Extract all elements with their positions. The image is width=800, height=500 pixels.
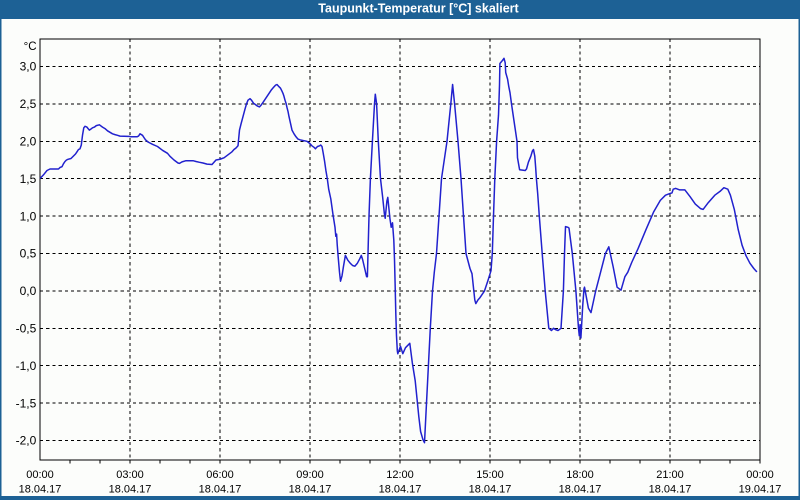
svg-text:03:00: 03:00 (116, 469, 144, 481)
svg-text:1,5: 1,5 (20, 172, 37, 186)
svg-text:21:00: 21:00 (656, 469, 684, 481)
svg-text:2,0: 2,0 (20, 135, 37, 149)
svg-text:-2,0: -2,0 (16, 434, 37, 448)
svg-text:0,5: 0,5 (20, 247, 37, 261)
svg-text:19.04.17: 19.04.17 (739, 484, 782, 496)
svg-text:0,0: 0,0 (20, 284, 37, 298)
svg-text:-1,0: -1,0 (16, 359, 37, 373)
svg-text:18.04.17: 18.04.17 (289, 484, 332, 496)
svg-text:18.04.17: 18.04.17 (199, 484, 242, 496)
svg-text:09:00: 09:00 (296, 469, 324, 481)
svg-text:18.04.17: 18.04.17 (469, 484, 512, 496)
svg-text:15:00: 15:00 (476, 469, 504, 481)
svg-text:2,5: 2,5 (20, 97, 37, 111)
svg-text:18.04.17: 18.04.17 (379, 484, 422, 496)
svg-text:1,0: 1,0 (20, 209, 37, 223)
svg-text:-0,5: -0,5 (16, 322, 37, 336)
svg-text:-1,5: -1,5 (16, 396, 37, 410)
svg-text:18.04.17: 18.04.17 (109, 484, 152, 496)
svg-text:00:00: 00:00 (26, 469, 54, 481)
svg-text:18.04.17: 18.04.17 (19, 484, 62, 496)
svg-text:12:00: 12:00 (386, 469, 414, 481)
svg-text:Taupunkt-Temperatur [°C] skali: Taupunkt-Temperatur [°C] skaliert (318, 1, 519, 15)
svg-text:18.04.17: 18.04.17 (649, 484, 692, 496)
svg-text:°C: °C (24, 41, 37, 53)
svg-text:18:00: 18:00 (566, 469, 594, 481)
svg-text:3,0: 3,0 (20, 60, 37, 74)
svg-text:00:00: 00:00 (746, 469, 774, 481)
svg-text:06:00: 06:00 (206, 469, 234, 481)
svg-text:18.04.17: 18.04.17 (559, 484, 602, 496)
